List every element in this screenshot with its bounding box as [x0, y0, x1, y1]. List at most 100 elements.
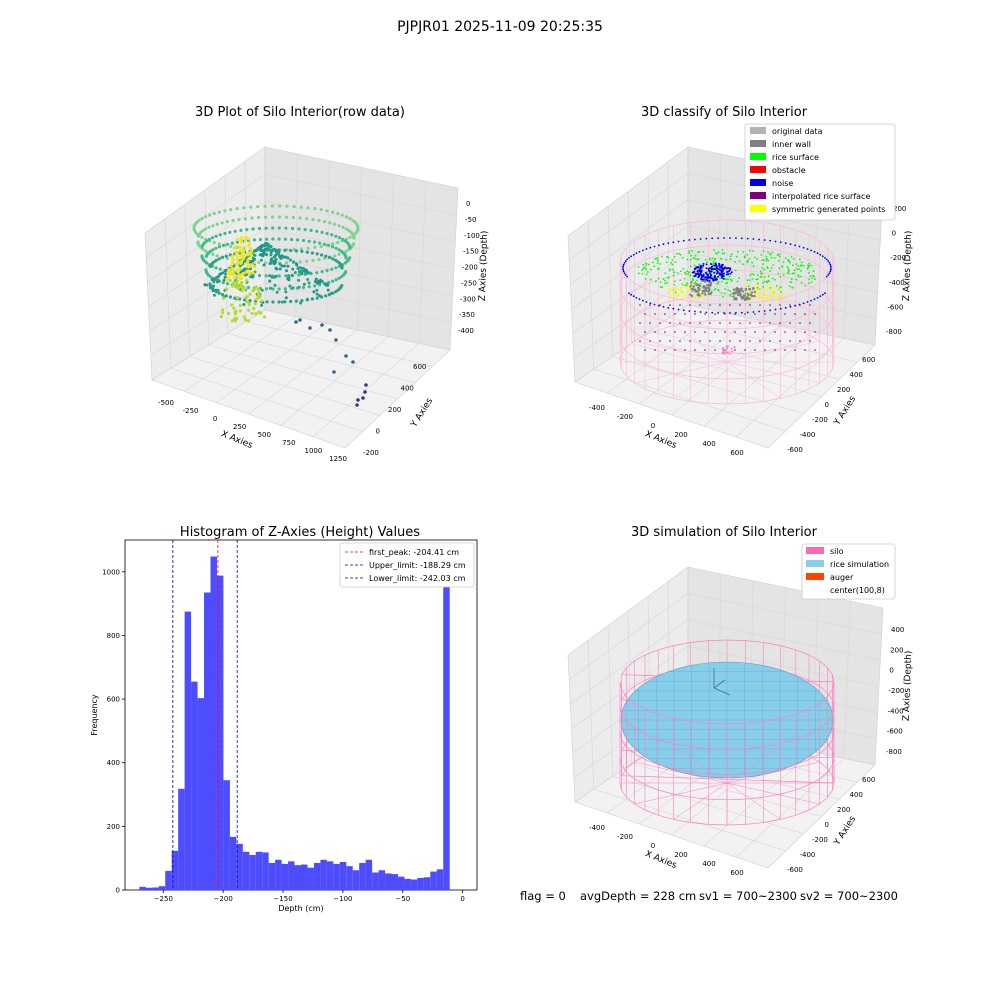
bottom-point [723, 352, 726, 355]
symmetric-point [691, 297, 694, 300]
histogram-bar [242, 851, 250, 890]
legend-label: rice surface [772, 153, 819, 162]
noise-point [688, 239, 691, 241]
symmetric-point [776, 296, 779, 299]
data-point [212, 211, 216, 216]
data-point [248, 252, 252, 256]
rice-surface-point [811, 277, 814, 279]
interpolated-point [709, 322, 711, 324]
interpolated-point [699, 340, 701, 342]
inner-wall-point [735, 291, 739, 294]
data-point [234, 262, 238, 266]
data-point [237, 261, 241, 265]
noise-point [830, 267, 832, 269]
rice-surface-point [681, 283, 684, 286]
data-point [235, 207, 239, 211]
interpolated-point [809, 322, 811, 324]
data-point [297, 278, 301, 282]
rice-surface-point [693, 264, 696, 267]
data-point [269, 286, 272, 290]
noise-point [721, 276, 723, 279]
symmetric-point [683, 291, 686, 294]
symmetric-point [772, 290, 775, 292]
noise-point [784, 242, 787, 245]
data-point [330, 233, 334, 237]
symmetric-point [683, 297, 686, 299]
rice-surface-point [692, 277, 694, 280]
noise-point [813, 250, 816, 253]
status-sv1: sv1 = 700~2300 [699, 889, 797, 903]
data-point [231, 270, 235, 274]
x-tick-label: −150 [273, 895, 292, 903]
data-point [313, 245, 317, 249]
interpolated-point [729, 322, 731, 324]
y-tick-label: 0 [376, 428, 380, 436]
inner-wall-point [707, 284, 710, 287]
data-point [264, 274, 268, 278]
rice-surface-point [760, 254, 763, 256]
data-point [265, 237, 269, 241]
symmetric-point [755, 292, 758, 294]
silo-wireframe [619, 219, 835, 405]
noise-point [722, 275, 725, 278]
data-point [348, 216, 352, 221]
grid-line [149, 255, 453, 332]
symmetric-point [756, 284, 759, 287]
inner-wall-point [735, 297, 738, 300]
data-point [255, 248, 259, 252]
data-point [229, 208, 233, 212]
data-point [200, 216, 204, 221]
noise-point [813, 298, 816, 301]
interpolated-point [664, 313, 666, 315]
data-point [351, 218, 355, 222]
data-point [224, 254, 228, 258]
noise-point [720, 270, 723, 272]
noise-point [711, 265, 714, 268]
x-tick-label: −100 [333, 895, 352, 903]
y-tick-label: -600 [787, 446, 803, 454]
data-point [361, 396, 365, 400]
noise-point [821, 255, 824, 258]
data-point [197, 218, 201, 222]
data-point [218, 233, 222, 237]
data-point [248, 272, 252, 276]
noise-point [699, 264, 702, 267]
data-point [221, 243, 225, 248]
data-point [292, 205, 296, 209]
data-point [248, 264, 252, 268]
bottom-point [721, 352, 724, 354]
data-point [297, 227, 301, 231]
data-point [240, 280, 244, 285]
x-tick-label: −250 [154, 895, 173, 903]
data-point [229, 244, 233, 248]
noise-point [708, 279, 711, 282]
rice-surface-point [695, 279, 698, 282]
noise-point [697, 276, 700, 279]
interpolated-point [659, 340, 661, 342]
interpolated-point [729, 304, 731, 306]
data-point [247, 308, 251, 312]
rice-surface-point [668, 276, 670, 279]
rice-surface-point [756, 278, 759, 281]
symmetric-point [701, 295, 704, 298]
data-point [240, 285, 244, 289]
data-point [320, 253, 324, 257]
histogram-bar [346, 866, 353, 890]
data-point [240, 236, 244, 240]
data-point [295, 263, 299, 267]
rice-surface-point [664, 282, 666, 285]
inner-wall-point [741, 290, 744, 293]
rice-surface-point [673, 280, 676, 283]
title-classify-plot: 3D classify of Silo Interior [641, 105, 808, 120]
noise-point [638, 298, 641, 301]
data-point [268, 274, 272, 278]
data-point [245, 300, 249, 304]
data-point [283, 287, 287, 291]
noise-point [715, 279, 718, 281]
data-point [356, 224, 360, 228]
data-point [211, 224, 215, 228]
rice-surface-point [655, 257, 658, 260]
rice-surface-point [647, 263, 650, 266]
